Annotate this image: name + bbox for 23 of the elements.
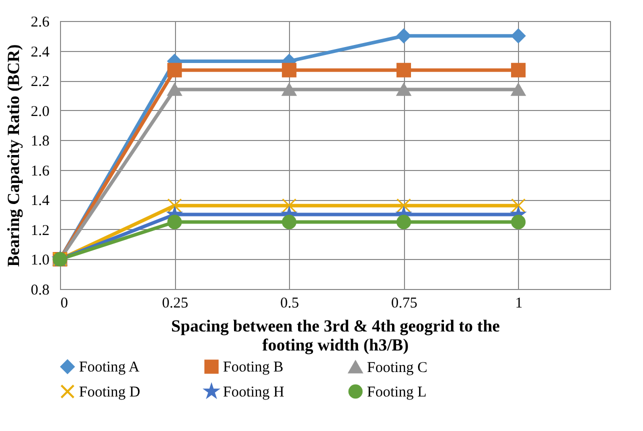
y-tick-label: 1.4 [30,193,50,210]
legend-label: Footing A [79,360,140,376]
legend-label: Footing C [367,360,428,376]
x-tick-label: 0.75 [391,296,418,312]
x-tick-label: 0 [60,296,68,312]
y-tick-label: 2.0 [30,104,50,120]
y-tick-label: 1.0 [30,252,50,269]
legend-label: Footing L [367,384,427,400]
x-tick-label: 1 [515,296,523,312]
x-tick-label: 0.5 [280,296,300,312]
y-tick-label: 2.2 [30,74,50,90]
y-axis-title: Bearing Capacity Ratio (BCR) [4,44,23,267]
y-tick-label: 1.2 [30,222,50,239]
legend-label: Footing B [223,360,284,376]
x-axis-title: Spacing between the 3rd & 4th geogrid to the footing width (h3/B) [171,316,500,354]
x-tick-label: 0.25 [162,296,188,312]
y-tick-label: 2.4 [30,44,50,60]
y-tick-label: 1.6 [30,163,50,180]
y-tick-label: 0.8 [30,282,50,298]
legend-label: Footing D [79,384,140,400]
legend-label: Footing H [223,384,284,400]
y-tick-label: 1.8 [30,134,50,150]
y-tick-label: 2.6 [30,14,50,30]
